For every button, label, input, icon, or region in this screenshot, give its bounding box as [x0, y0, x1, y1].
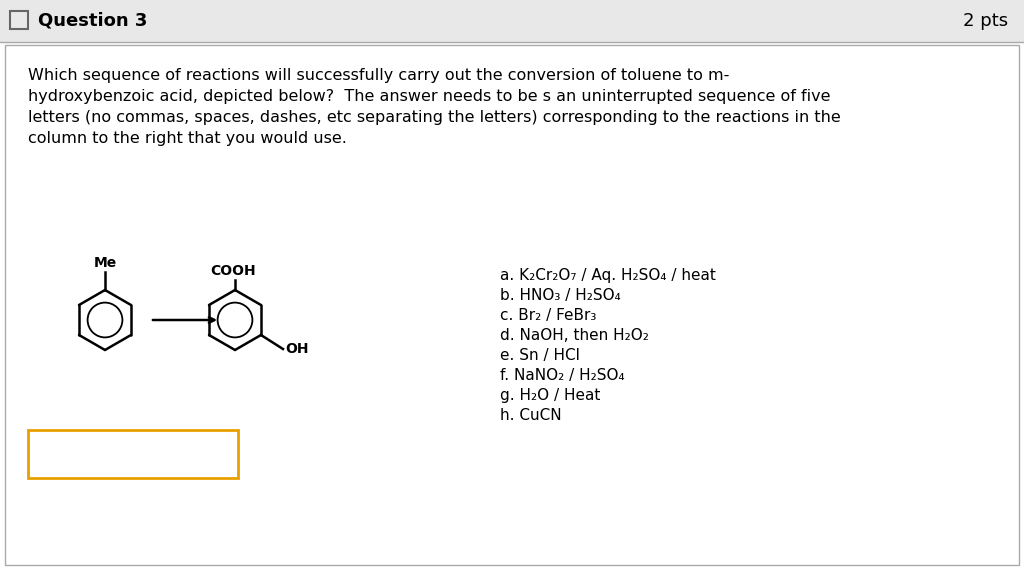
- Text: 2 pts: 2 pts: [963, 12, 1008, 30]
- Bar: [10, 11, 28, 29]
- Bar: [28, 430, 238, 478]
- Text: COOH: COOH: [210, 264, 256, 278]
- Text: d. NaOH, then H₂O₂: d. NaOH, then H₂O₂: [500, 328, 649, 343]
- Text: a. K₂Cr₂O₇ / Aq. H₂SO₄ / heat: a. K₂Cr₂O₇ / Aq. H₂SO₄ / heat: [500, 268, 716, 283]
- Text: OH: OH: [285, 342, 308, 356]
- Text: g. H₂O / Heat: g. H₂O / Heat: [500, 388, 600, 403]
- Text: Question 3: Question 3: [38, 12, 147, 30]
- Text: h. CuCN: h. CuCN: [500, 408, 561, 423]
- Text: c. Br₂ / FeBr₃: c. Br₂ / FeBr₃: [500, 308, 596, 323]
- Text: e. Sn / HCl: e. Sn / HCl: [500, 348, 580, 363]
- Text: hydroxybenzoic acid, depicted below?  The answer needs to be s an uninterrupted : hydroxybenzoic acid, depicted below? The…: [28, 89, 830, 104]
- Text: Which sequence of reactions will successfully carry out the conversion of toluen: Which sequence of reactions will success…: [28, 68, 729, 83]
- Text: b. HNO₃ / H₂SO₄: b. HNO₃ / H₂SO₄: [500, 288, 621, 303]
- Text: f. NaNO₂ / H₂SO₄: f. NaNO₂ / H₂SO₄: [500, 368, 625, 383]
- Text: column to the right that you would use.: column to the right that you would use.: [28, 131, 347, 146]
- Bar: [0, 0, 1024, 42]
- Text: letters (no commas, spaces, dashes, etc separating the letters) corresponding to: letters (no commas, spaces, dashes, etc …: [28, 110, 841, 125]
- Text: Me: Me: [93, 256, 117, 270]
